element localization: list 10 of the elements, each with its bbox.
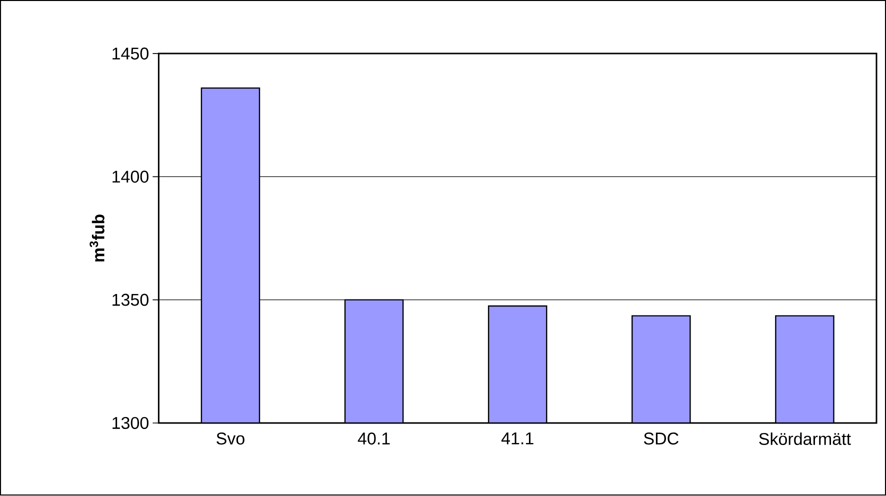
x-tick-label: 40.1 <box>358 432 390 445</box>
x-tick-label: Svo <box>216 432 244 445</box>
x-tick-label: Skördarmätt <box>759 432 851 446</box>
y-tick-label: 1350 <box>112 294 148 306</box>
y-axis-title: m$^{3}$fub <box>90 214 104 262</box>
x-tick-label: SDC <box>644 432 678 445</box>
y-tick-label: 1450 <box>112 48 148 60</box>
x-tick-label: 41.1 <box>501 432 534 444</box>
y-tick-label: 1300 <box>112 417 148 430</box>
y-tick-label: 1400 <box>112 170 148 183</box>
